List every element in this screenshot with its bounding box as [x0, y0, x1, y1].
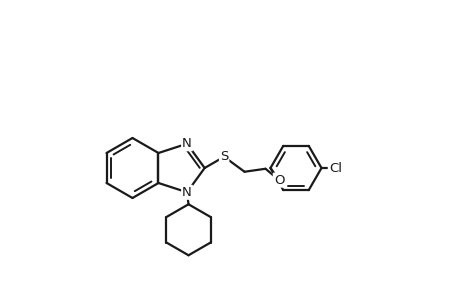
Text: O: O — [273, 174, 284, 187]
Text: S: S — [219, 150, 228, 163]
Text: Cl: Cl — [328, 161, 341, 175]
Text: N: N — [182, 186, 191, 199]
Text: N: N — [182, 137, 191, 150]
